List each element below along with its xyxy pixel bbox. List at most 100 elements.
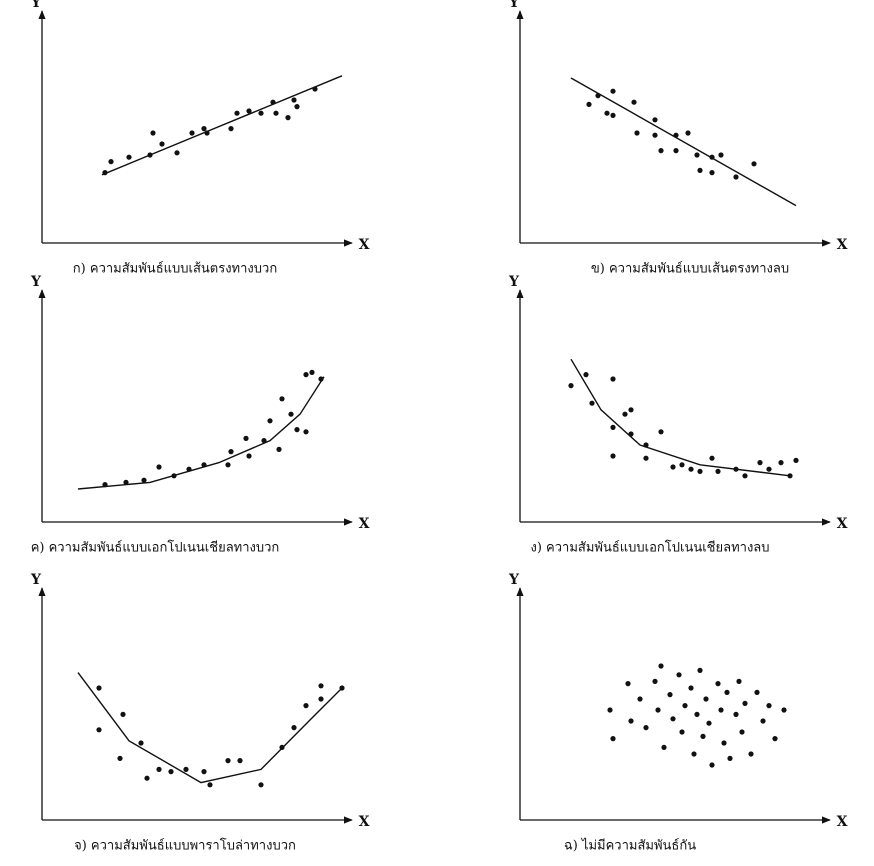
data-point	[628, 431, 633, 436]
data-point	[679, 462, 684, 467]
data-point	[610, 736, 615, 741]
data-point	[138, 740, 143, 745]
data-point	[742, 701, 747, 706]
x-axis-label: X	[837, 814, 848, 830]
data-point	[673, 148, 678, 153]
data-point	[658, 663, 663, 668]
y-axis-label: Y	[30, 274, 42, 290]
data-point	[228, 126, 233, 131]
data-point	[204, 130, 209, 135]
data-point	[733, 467, 738, 472]
data-point	[318, 376, 323, 381]
data-point	[183, 767, 188, 772]
data-point	[303, 429, 308, 434]
data-point	[772, 736, 777, 741]
fit-curve	[78, 377, 324, 489]
data-point	[294, 427, 299, 432]
data-point	[243, 436, 248, 441]
data-point	[721, 740, 726, 745]
data-point	[793, 458, 798, 463]
y-axis-label: Y	[508, 0, 520, 11]
y-axis-label: Y	[508, 572, 520, 588]
figure: Y X ก) ความสัมพันธ์แบบเส้นตรงทางบวก Y X ข) คว…	[0, 0, 874, 866]
x-axis-label: X	[359, 237, 370, 253]
data-point	[658, 148, 663, 153]
data-point	[610, 425, 615, 430]
data-point	[688, 467, 693, 472]
data-point	[285, 115, 290, 120]
data-point	[144, 776, 149, 781]
data-point	[760, 718, 765, 723]
data-point	[294, 104, 299, 109]
data-point	[96, 685, 101, 690]
data-point	[174, 150, 179, 155]
data-point	[288, 412, 293, 417]
data-point	[700, 734, 705, 739]
data-point	[628, 718, 633, 723]
data-point	[709, 170, 714, 175]
data-point	[733, 712, 738, 717]
data-point	[318, 696, 323, 701]
data-point	[583, 372, 588, 377]
data-point	[715, 469, 720, 474]
data-point	[150, 130, 155, 135]
caption: ก) ความสัมพันธ์แบบเส้นตรงทางบวก	[73, 261, 277, 277]
data-point	[643, 456, 648, 461]
data-point	[679, 729, 684, 734]
data-point	[273, 111, 278, 116]
data-point	[709, 456, 714, 461]
data-point	[309, 370, 314, 375]
data-point	[682, 703, 687, 708]
caption: ข) ความสัมพันธ์แบบเส้นตรงทางลบ	[591, 261, 789, 277]
data-point	[318, 683, 323, 688]
data-point	[694, 712, 699, 717]
caption: จ) ความสัมพันธ์แบบพาราโบล่าทางบวก	[74, 838, 296, 854]
data-point	[739, 729, 744, 734]
data-point	[655, 707, 660, 712]
data-point	[718, 152, 723, 157]
data-point	[604, 111, 609, 116]
data-point	[156, 767, 161, 772]
data-point	[276, 447, 281, 452]
data-point	[267, 418, 272, 423]
data-point	[108, 159, 113, 164]
data-point	[589, 401, 594, 406]
data-point	[631, 100, 636, 105]
data-point	[141, 478, 146, 483]
x-axis-label: X	[359, 516, 370, 532]
data-point	[225, 758, 230, 763]
data-point	[610, 113, 615, 118]
data-point	[754, 690, 759, 695]
data-point	[778, 460, 783, 465]
data-point	[652, 679, 657, 684]
data-point	[697, 668, 702, 673]
data-point	[694, 152, 699, 157]
data-point	[736, 679, 741, 684]
data-point	[766, 703, 771, 708]
data-point	[270, 100, 275, 105]
data-point	[258, 782, 263, 787]
data-point	[291, 97, 296, 102]
data-point	[339, 685, 344, 690]
data-point	[703, 696, 708, 701]
data-point	[595, 93, 600, 98]
data-point	[207, 782, 212, 787]
data-point	[715, 681, 720, 686]
data-point	[706, 721, 711, 726]
caption: ฉ) ไม่มีความสัมพันธ์กัน	[564, 838, 696, 854]
data-point	[658, 429, 663, 434]
data-point	[733, 174, 738, 179]
data-point	[123, 480, 128, 485]
data-point	[201, 769, 206, 774]
data-point	[670, 716, 675, 721]
data-point	[643, 725, 648, 730]
data-point	[757, 460, 762, 465]
x-axis-label: X	[837, 237, 848, 253]
y-axis-label: Y	[30, 0, 42, 11]
data-point	[718, 707, 723, 712]
data-point	[652, 117, 657, 122]
data-point	[156, 464, 161, 469]
data-point	[189, 130, 194, 135]
data-point	[634, 130, 639, 135]
data-point	[781, 707, 786, 712]
